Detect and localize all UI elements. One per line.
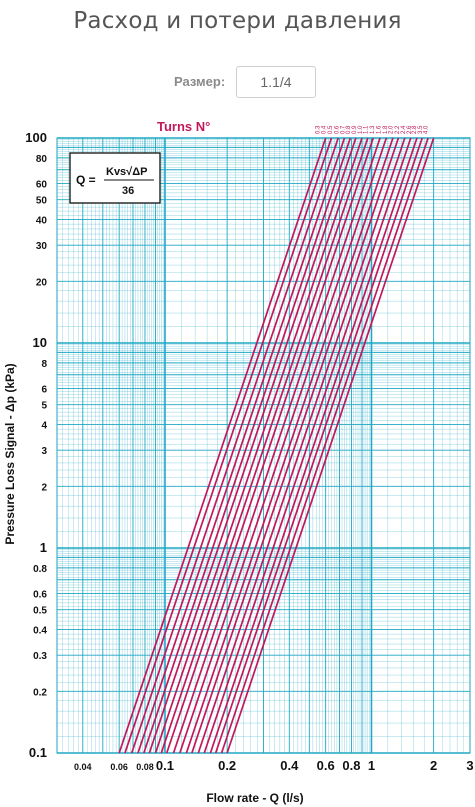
series-line xyxy=(179,137,388,754)
series-line xyxy=(154,137,363,754)
x-tick-label: 0.08 xyxy=(136,762,154,772)
turn-label: 0.8 xyxy=(346,125,352,134)
series-line xyxy=(172,137,381,754)
turn-label: 0.6 xyxy=(334,125,340,134)
y-tick-label: 1 xyxy=(40,540,47,555)
y-tick-label: 0.4 xyxy=(33,626,47,637)
y-tick-label: 60 xyxy=(36,179,48,190)
y-tick-label: 30 xyxy=(36,241,48,252)
x-tick-label: 0.6 xyxy=(317,758,335,773)
x-tick-label: 3 xyxy=(466,758,473,773)
turn-label: 0.5 xyxy=(328,125,334,134)
series-line xyxy=(226,137,435,754)
turn-label: 2.2 xyxy=(395,125,401,134)
turn-label: 1.8 xyxy=(383,125,389,134)
chart-turn-labels: 0.3 0.4 0.5 0.6 0.7 0.8 0.9 1.0 1.1 1.3 1.6 1.8 2.0 2… xyxy=(316,125,430,134)
turn-label: 3.5 xyxy=(418,125,424,134)
size-select[interactable]: 1.1/4 xyxy=(236,66,316,98)
y-tick-label: 0.3 xyxy=(33,651,47,662)
y-tick-label: 3 xyxy=(41,446,47,457)
x-tick-label: 0.1 xyxy=(156,758,174,773)
series-line xyxy=(165,137,375,754)
series-line xyxy=(130,137,340,754)
turn-label: 1.1 xyxy=(363,125,369,134)
series-line xyxy=(185,137,394,754)
series-line xyxy=(148,137,357,754)
series-line xyxy=(209,137,418,754)
turn-label: 1.0 xyxy=(358,125,364,134)
turn-label: 2.4 xyxy=(401,125,407,134)
y-tick-label: 20 xyxy=(36,277,48,288)
series-line xyxy=(220,137,429,754)
y-tick-label: 100 xyxy=(25,130,47,145)
x-tick-label: 0.2 xyxy=(218,758,236,773)
y-tick-label: 10 xyxy=(33,335,47,350)
formula-box: Q = Kvs√ΔP 36 xyxy=(69,152,161,204)
y-axis-title: Pressure Loss Signal - Δp (kPa) xyxy=(3,363,17,544)
formula-denominator: 36 xyxy=(122,185,134,197)
series-line xyxy=(197,137,406,754)
chart-ticks: 0.1 0.2 0.3 0.4 0.5 0.6 0.8 1 2 3 4 5 6 8 10 20 30 40 50 60… xyxy=(25,130,473,773)
turn-label: 0.9 xyxy=(352,125,358,134)
chart-series xyxy=(118,137,435,754)
y-tick-label: 4 xyxy=(41,421,47,432)
legend-title: Turns N° xyxy=(157,119,210,134)
series-line xyxy=(214,137,423,754)
turn-label: 2.8 xyxy=(412,125,418,134)
formula-numerator: Kvs√ΔP xyxy=(106,166,147,178)
y-tick-label: 2 xyxy=(41,482,47,493)
turn-label: 0.4 xyxy=(321,125,327,134)
series-line xyxy=(143,137,352,754)
turn-label: 4.0 xyxy=(424,125,430,134)
x-axis-title: Flow rate - Q (l/s) xyxy=(206,791,303,805)
size-selector-row: Размер: 1.1/4 xyxy=(0,66,475,100)
series-line xyxy=(191,137,400,754)
y-tick-label: 0.1 xyxy=(29,745,47,760)
turn-label: 2.6 xyxy=(407,125,413,134)
size-label: Размер: xyxy=(174,74,226,89)
series-line xyxy=(118,137,327,754)
chart-grid xyxy=(56,137,471,754)
series-line xyxy=(160,137,369,754)
formula-lhs: Q = xyxy=(76,173,96,187)
y-tick-label: 40 xyxy=(36,216,48,227)
turn-label: 0.3 xyxy=(316,125,322,134)
turn-label: 1.6 xyxy=(376,125,382,134)
x-tick-label: 0.8 xyxy=(342,758,360,773)
y-tick-label: 0.5 xyxy=(33,606,47,617)
x-tick-label: 2 xyxy=(430,758,437,773)
turn-label: 1.3 xyxy=(370,125,376,134)
x-tick-label: 0.04 xyxy=(74,762,92,772)
y-tick-label: 50 xyxy=(36,196,48,207)
y-tick-label: 80 xyxy=(36,154,48,165)
turn-label: 0.7 xyxy=(340,125,346,134)
series-line xyxy=(203,137,412,754)
x-tick-label: 0.06 xyxy=(110,762,128,772)
y-tick-label: 8 xyxy=(41,359,47,370)
series-line xyxy=(124,137,333,754)
y-tick-label: 0.2 xyxy=(33,687,47,698)
series-line xyxy=(137,137,346,754)
x-tick-label: 1 xyxy=(368,758,375,773)
x-tick-label: 0.4 xyxy=(280,758,299,773)
page-title: Расход и потери давления xyxy=(73,8,402,34)
y-tick-label: 6 xyxy=(41,384,47,395)
y-tick-label: 5 xyxy=(41,401,47,412)
pressure-loss-chart: 0.3 0.4 0.5 0.6 0.7 0.8 0.9 1.0 1.1 1.3 1.6 1.8 2.0 2… xyxy=(3,119,474,805)
y-tick-label: 0.8 xyxy=(33,564,47,575)
turn-label: 2.0 xyxy=(388,125,394,134)
y-tick-label: 0.6 xyxy=(33,589,47,600)
